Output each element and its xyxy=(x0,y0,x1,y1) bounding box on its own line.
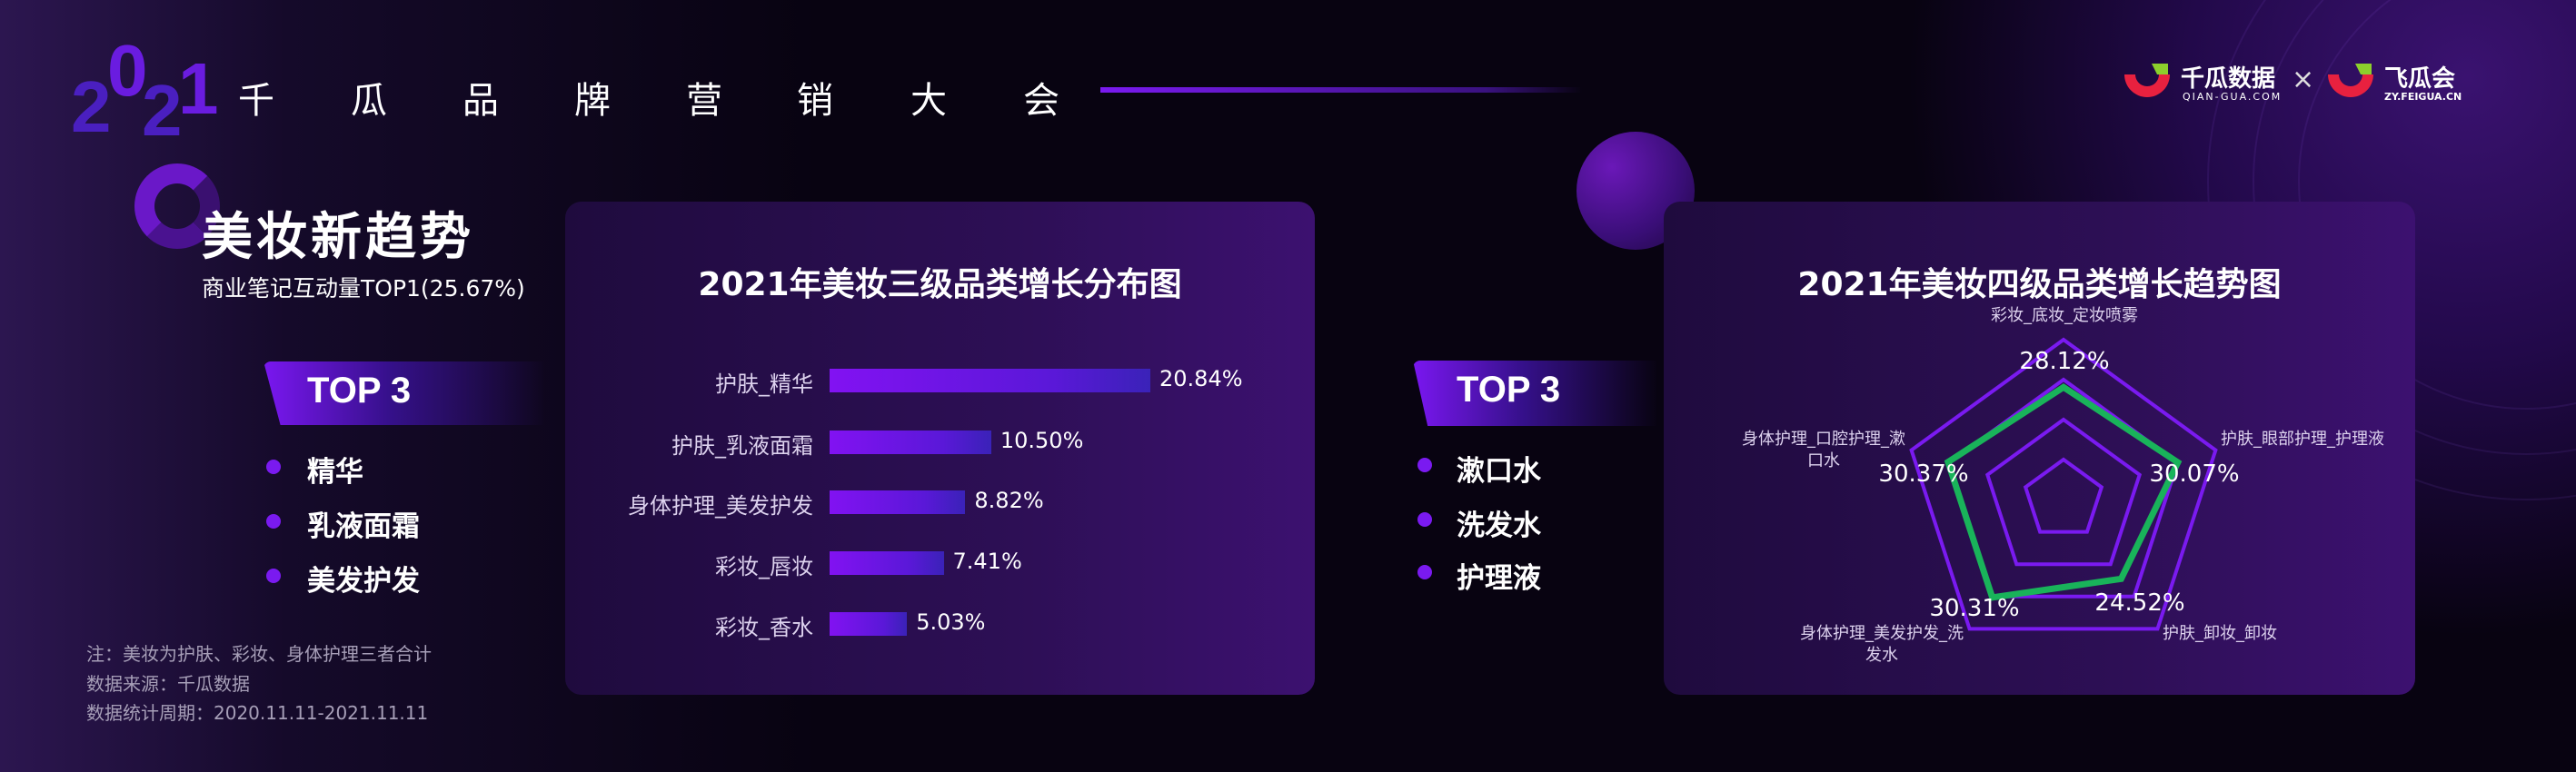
bar-category-label: 彩妆_唇妆 xyxy=(715,554,813,579)
title-char: 销 xyxy=(797,80,833,122)
year-digit: 0 xyxy=(107,30,148,111)
radar-grid-ring xyxy=(2023,457,2104,534)
radar-value-label: 24.52% xyxy=(2094,589,2185,617)
bar-chart-title: 2021年美妆三级品类增长分布图 xyxy=(698,266,1182,303)
radar-axis-label: 身体护理_口腔护理_漱 口水 xyxy=(1687,429,1960,472)
section-heading: 美妆新趋势 xyxy=(202,208,474,267)
background-ring xyxy=(2298,0,2576,410)
radar-chart-title: 2021年美妆四级品类增长趋势图 xyxy=(1797,266,2282,303)
radar-axis-label-line: 发水 xyxy=(1865,646,1898,665)
top-item: 洗发水 xyxy=(1457,510,1541,542)
radar-value-label: 30.31% xyxy=(1929,595,2020,622)
background-ring xyxy=(2207,0,2576,500)
radar-value-label: 30.37% xyxy=(1878,460,1969,488)
bar-value-label: 10.50% xyxy=(1000,428,1084,453)
data-source-note: 数据来源：千瓜数据 xyxy=(86,673,250,695)
qiangua-name: 千瓜数据 xyxy=(2181,65,2276,93)
year-digit: 1 xyxy=(178,48,219,129)
bar xyxy=(830,490,966,514)
feigua-logo-icon xyxy=(2328,64,2373,97)
title-char: 大 xyxy=(910,80,947,122)
bar-value-label: 5.03% xyxy=(916,609,986,635)
title-char: 营 xyxy=(686,80,722,122)
radar-chart-card: 2021年美妆四级品类增长趋势图 彩妆_底妆_定妆喷雾 28.12% 护肤_眼部护理… xyxy=(1664,202,2415,695)
radar-chart xyxy=(1909,337,2218,631)
bullet-icon xyxy=(1417,565,1432,579)
radar-axis-label: 彩妆_底妆_定妆喷雾 xyxy=(1928,305,2201,327)
radar-grid-ring xyxy=(1909,337,2218,631)
feigua-logo xyxy=(2324,62,2377,107)
title-char: 品 xyxy=(462,80,499,122)
top-item: 精华 xyxy=(307,456,363,489)
year-digit: 2 xyxy=(71,66,112,147)
top-item: 乳液面霜 xyxy=(307,510,420,543)
radar-axis-label: 护肤_卸妆_卸妆 xyxy=(2163,623,2277,645)
bar-value-label: 7.41% xyxy=(952,549,1022,574)
bar-category-label: 彩妆_香水 xyxy=(715,615,813,640)
section-subheading: 商业笔记互动量TOP1(25.67%) xyxy=(202,275,525,302)
bar-value-label: 8.82% xyxy=(974,488,1044,513)
header-divider-line xyxy=(1100,87,1582,93)
radar-axis-label-line: 护肤_眼部护理_护理液 xyxy=(2221,430,2384,449)
top-item: 美发护发 xyxy=(307,565,420,598)
bar-category-label: 护肤_精华 xyxy=(715,371,813,397)
bullet-icon xyxy=(266,514,281,529)
title-char: 瓜 xyxy=(351,80,387,122)
bar xyxy=(830,551,944,575)
bar-chart-card: 2021年美妆三级品类增长分布图 护肤_精华 20.84% 护肤_乳液面霜 10.50… xyxy=(565,202,1315,695)
background-rings xyxy=(2207,0,2576,500)
radar-value-label: 28.12% xyxy=(2019,348,2110,375)
feigua-name: 飞瓜会 xyxy=(2384,65,2456,93)
bar-value-label: 20.84% xyxy=(1159,366,1243,391)
bullet-icon xyxy=(1417,458,1432,472)
feigua-url: ZY.FEIGUA.CN xyxy=(2384,91,2462,103)
title-char: 千 xyxy=(238,80,274,122)
bar-category-label: 护肤_乳液面霜 xyxy=(671,433,813,459)
period-note: 数据统计周期：2020.11.11-2021.11.11 xyxy=(86,702,429,724)
radar-axis-label-line: 彩妆_底妆_定妆喷雾 xyxy=(1991,306,2138,325)
qiangua-logo-icon xyxy=(2124,64,2170,97)
bar xyxy=(830,369,1151,392)
qiangua-url: QIAN-GUA.COM xyxy=(2183,91,2283,103)
top-item: 护理液 xyxy=(1457,562,1541,595)
radar-axis-label-line: 身体护理_美发护发_洗 xyxy=(1800,624,1964,643)
radar-value-label: 30.07% xyxy=(2149,460,2240,488)
top3-banner: TOP 3 xyxy=(264,361,545,425)
radar-axis-label-line: 护肤_卸妆_卸妆 xyxy=(2163,624,2277,643)
logo-separator: × xyxy=(2292,64,2315,95)
bullet-icon xyxy=(266,460,281,474)
top3-label: TOP 3 xyxy=(1457,370,1561,410)
radar-axis-label-line: 口水 xyxy=(1807,451,1840,470)
footnote: 注：美妆为护肤、彩妆、身体护理三者合计 xyxy=(86,643,432,665)
radar-axis-label: 护肤_眼部护理_护理液 xyxy=(2221,429,2384,450)
bar xyxy=(830,612,908,636)
bar-category-label: 身体护理_美发护发 xyxy=(628,493,813,519)
radar-grid-ring xyxy=(1984,417,2143,567)
title-char: 会 xyxy=(1023,80,1059,122)
bullet-icon xyxy=(1417,512,1432,527)
qiangua-logo xyxy=(2121,62,2173,107)
bullet-icon xyxy=(266,569,281,583)
bar xyxy=(830,431,991,454)
radar-series-line xyxy=(1944,383,2183,601)
radar-axis-label: 身体护理_美发护发_洗 发水 xyxy=(1746,623,2018,667)
background-ring xyxy=(2253,0,2576,455)
top3-banner: TOP 3 xyxy=(1413,361,1658,426)
title-char: 牌 xyxy=(574,80,611,122)
top3-label: TOP 3 xyxy=(307,371,412,411)
radar-axis-label-line: 身体护理_口腔护理_漱 xyxy=(1742,430,1905,449)
top-item: 漱口水 xyxy=(1457,455,1541,488)
year-digit: 2 xyxy=(142,70,183,151)
